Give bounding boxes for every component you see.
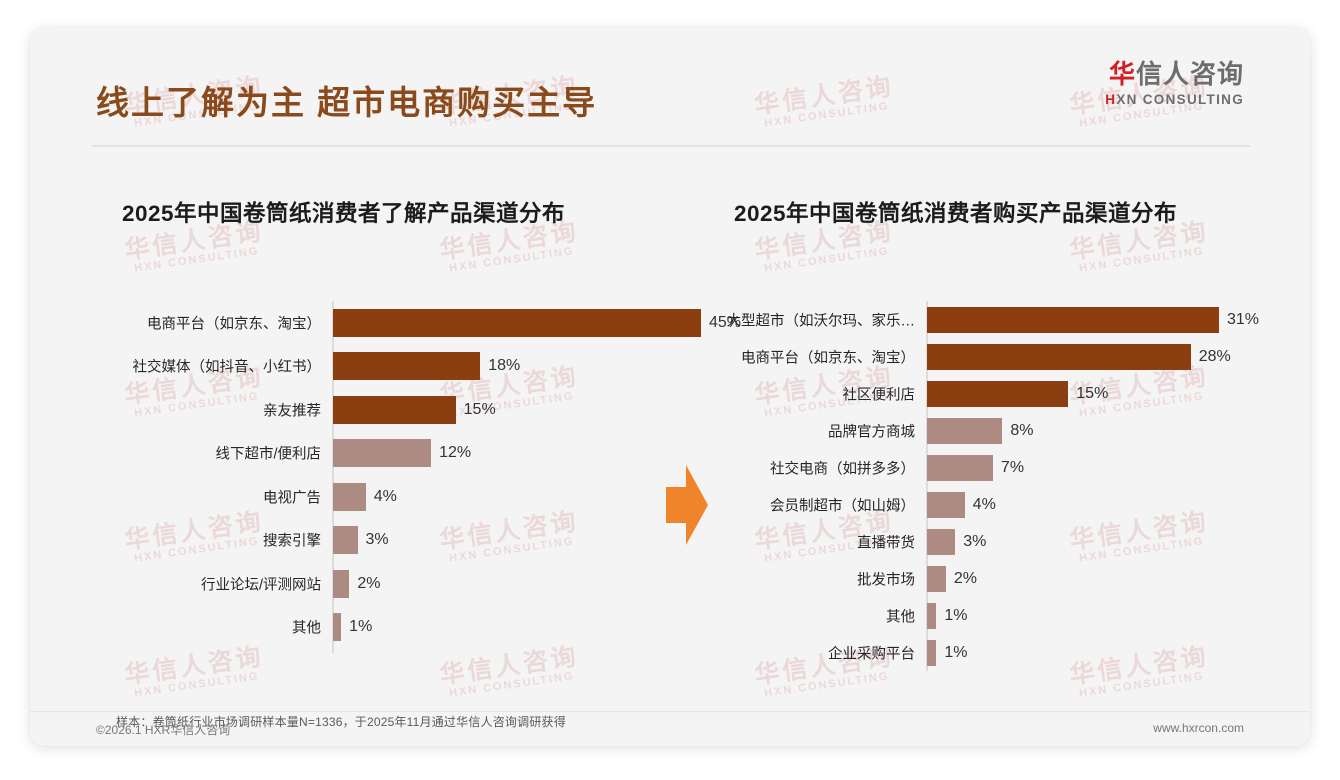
bar-row: 其他 1% bbox=[292, 606, 712, 650]
axis-line bbox=[926, 301, 928, 671]
bar-row: 社交电商（如拼多多） 7% bbox=[770, 449, 1258, 486]
bar-row: 大型超市（如沃尔玛、家乐… 31% bbox=[727, 301, 1260, 338]
bar bbox=[333, 308, 701, 337]
plot-area-purchase: 大型超市（如沃尔玛、家乐… 31% 电商平台（如京东、淘宝） 28% 社区便利店 15% 品… bbox=[727, 301, 1260, 671]
bar-value-label: 1% bbox=[944, 606, 968, 624]
bar-row: 搜索引擎 3% bbox=[263, 519, 712, 563]
bar-value-label: 4% bbox=[972, 495, 996, 513]
chart-title-awareness: 2025年中国卷筒纸消费者了解产品渠道分布 bbox=[122, 201, 566, 226]
page-title: 线上了解为主 超市电商购买主导 bbox=[96, 84, 598, 121]
logo-chinese-text: 华信人咨询 bbox=[1105, 59, 1244, 90]
bar bbox=[927, 491, 965, 518]
slide-card: 华信人咨询 HXN CONSULTING 华信人咨询 HXN CONSULTING 华信… bbox=[30, 28, 1310, 746]
bar-value-label: 2% bbox=[357, 574, 381, 592]
bar bbox=[333, 439, 432, 468]
bar-value-label: 3% bbox=[365, 531, 389, 549]
bar-category-label: 搜索引擎 bbox=[263, 533, 321, 550]
bar-row: 电商平台（如京东、淘宝） 45% bbox=[147, 301, 741, 345]
title-divider bbox=[92, 145, 1250, 147]
bar-value-label: 4% bbox=[373, 487, 397, 505]
bar bbox=[927, 565, 946, 592]
company-logo: 华信人咨询 HXN CONSULTING bbox=[1105, 59, 1244, 107]
bar-value-label: 12% bbox=[439, 444, 472, 462]
logo-en-rest: XN CONSULTING bbox=[1116, 91, 1244, 107]
logo-en-accent: H bbox=[1105, 91, 1117, 107]
bar-row: 线下超市/便利店 12% bbox=[215, 432, 712, 476]
bar-row: 社区便利店 15% bbox=[843, 375, 1258, 412]
bar bbox=[927, 528, 956, 555]
bar bbox=[333, 526, 358, 555]
bar-category-label: 品牌官方商城 bbox=[828, 424, 915, 440]
bar-category-label: 企业采购平台 bbox=[828, 646, 915, 662]
flow-arrow-right-icon bbox=[666, 465, 708, 545]
bar bbox=[333, 482, 366, 511]
bar-row: 电商平台（如京东、淘宝） 28% bbox=[741, 338, 1258, 375]
bar-value-label: 15% bbox=[1076, 384, 1109, 402]
bar-category-label: 电商平台（如京东、淘宝） bbox=[147, 316, 321, 333]
bar-category-label: 社交媒体（如抖音、小红书） bbox=[132, 359, 322, 376]
bar bbox=[333, 569, 350, 598]
bar-value-label: 7% bbox=[1000, 458, 1025, 476]
bar-value-label: 28% bbox=[1198, 347, 1231, 365]
bar-category-label: 亲友推荐 bbox=[263, 403, 321, 420]
bar-category-label: 社交电商（如拼多多） bbox=[770, 461, 915, 477]
bar-value-label: 2% bbox=[953, 569, 977, 587]
bar-value-label: 8% bbox=[1010, 421, 1034, 439]
footer-copyright: ©2026.1 HXR华信人咨询 bbox=[96, 723, 231, 737]
bar-value-label: 45% bbox=[709, 313, 742, 331]
bar-category-label: 线下超市/便利店 bbox=[215, 446, 321, 463]
bar bbox=[927, 639, 937, 666]
bar-category-label: 行业论坛/评测网站 bbox=[200, 577, 321, 594]
bar-category-label: 社区便利店 bbox=[842, 387, 916, 403]
bar bbox=[333, 352, 481, 381]
bar-category-label: 会员制超市（如山姆） bbox=[770, 498, 915, 514]
bar-row: 批发市场 2% bbox=[857, 560, 1258, 597]
slide-header: 线上了解为主 超市电商购买主导 华信人咨询 HXN CONSULTING bbox=[30, 28, 1310, 132]
bar-value-label: 1% bbox=[944, 643, 968, 661]
bar-value-label: 1% bbox=[349, 618, 373, 636]
bar bbox=[927, 602, 937, 629]
bar bbox=[927, 454, 993, 481]
bar-row: 直播带货 3% bbox=[857, 523, 1258, 560]
footer-website: www.hxrcon.com bbox=[1153, 721, 1244, 735]
logo-english-text: HXN CONSULTING bbox=[1105, 92, 1244, 107]
bar bbox=[927, 417, 1003, 444]
bar-row: 行业论坛/评测网站 2% bbox=[201, 562, 712, 606]
bar-category-label: 电视广告 bbox=[263, 490, 321, 507]
bar-value-label: 15% bbox=[463, 400, 496, 418]
plot-area-awareness: 电商平台（如京东、淘宝） 45% 社交媒体（如抖音、小红书） 18% 亲友推荐 15% 线下… bbox=[133, 301, 741, 653]
bar bbox=[927, 306, 1219, 333]
bar-row: 亲友推荐 15% bbox=[263, 388, 712, 432]
bar-category-label: 批发市场 bbox=[857, 572, 915, 588]
source-note: 样本：卷筒纸行业市场调研样本量N=1336，于2025年11月通过华信人咨询调研… bbox=[116, 715, 566, 729]
chart-panel-awareness: 2025年中国卷筒纸消费者了解产品渠道分布 电商平台（如京东、淘宝） 45% 社交媒… bbox=[92, 196, 741, 676]
chart-title-purchase: 2025年中国卷筒纸消费者购买产品渠道分布 bbox=[734, 201, 1178, 226]
bar-category-label: 直播带货 bbox=[857, 535, 915, 551]
logo-accent-char: 华 bbox=[1108, 59, 1136, 89]
bar bbox=[927, 343, 1191, 370]
bar-category-label: 其他 bbox=[292, 620, 321, 637]
bar-value-label: 3% bbox=[963, 532, 987, 550]
bar-row: 会员制超市（如山姆） 4% bbox=[770, 486, 1258, 523]
bar bbox=[927, 380, 1069, 407]
bar-value-label: 18% bbox=[488, 357, 521, 375]
logo-rest-chars: 信人咨询 bbox=[1135, 59, 1244, 89]
chart-panel-purchase: 2025年中国卷筒纸消费者购买产品渠道分布 大型超市（如沃尔玛、家乐… 31% 电商… bbox=[698, 196, 1260, 696]
bar-category-label: 其他 bbox=[886, 609, 915, 625]
bar-row: 企业采购平台 1% bbox=[828, 634, 1258, 671]
bar-row: 社交媒体（如抖音、小红书） 18% bbox=[133, 345, 712, 389]
bar-value-label: 31% bbox=[1227, 310, 1260, 328]
bar-row: 品牌官方商城 8% bbox=[828, 412, 1258, 449]
bar-row: 电视广告 4% bbox=[263, 475, 712, 519]
axis-line bbox=[332, 301, 334, 653]
bar bbox=[333, 395, 456, 424]
bar-category-label: 电商平台（如京东、淘宝） bbox=[741, 350, 915, 366]
bar-row: 其他 1% bbox=[886, 597, 1258, 634]
footer-bar: ©2026.1 HXR华信人咨询 www.hxrcon.com bbox=[30, 711, 1310, 746]
bar-category-label: 大型超市（如沃尔玛、家乐… bbox=[726, 313, 916, 329]
bar bbox=[333, 613, 342, 642]
